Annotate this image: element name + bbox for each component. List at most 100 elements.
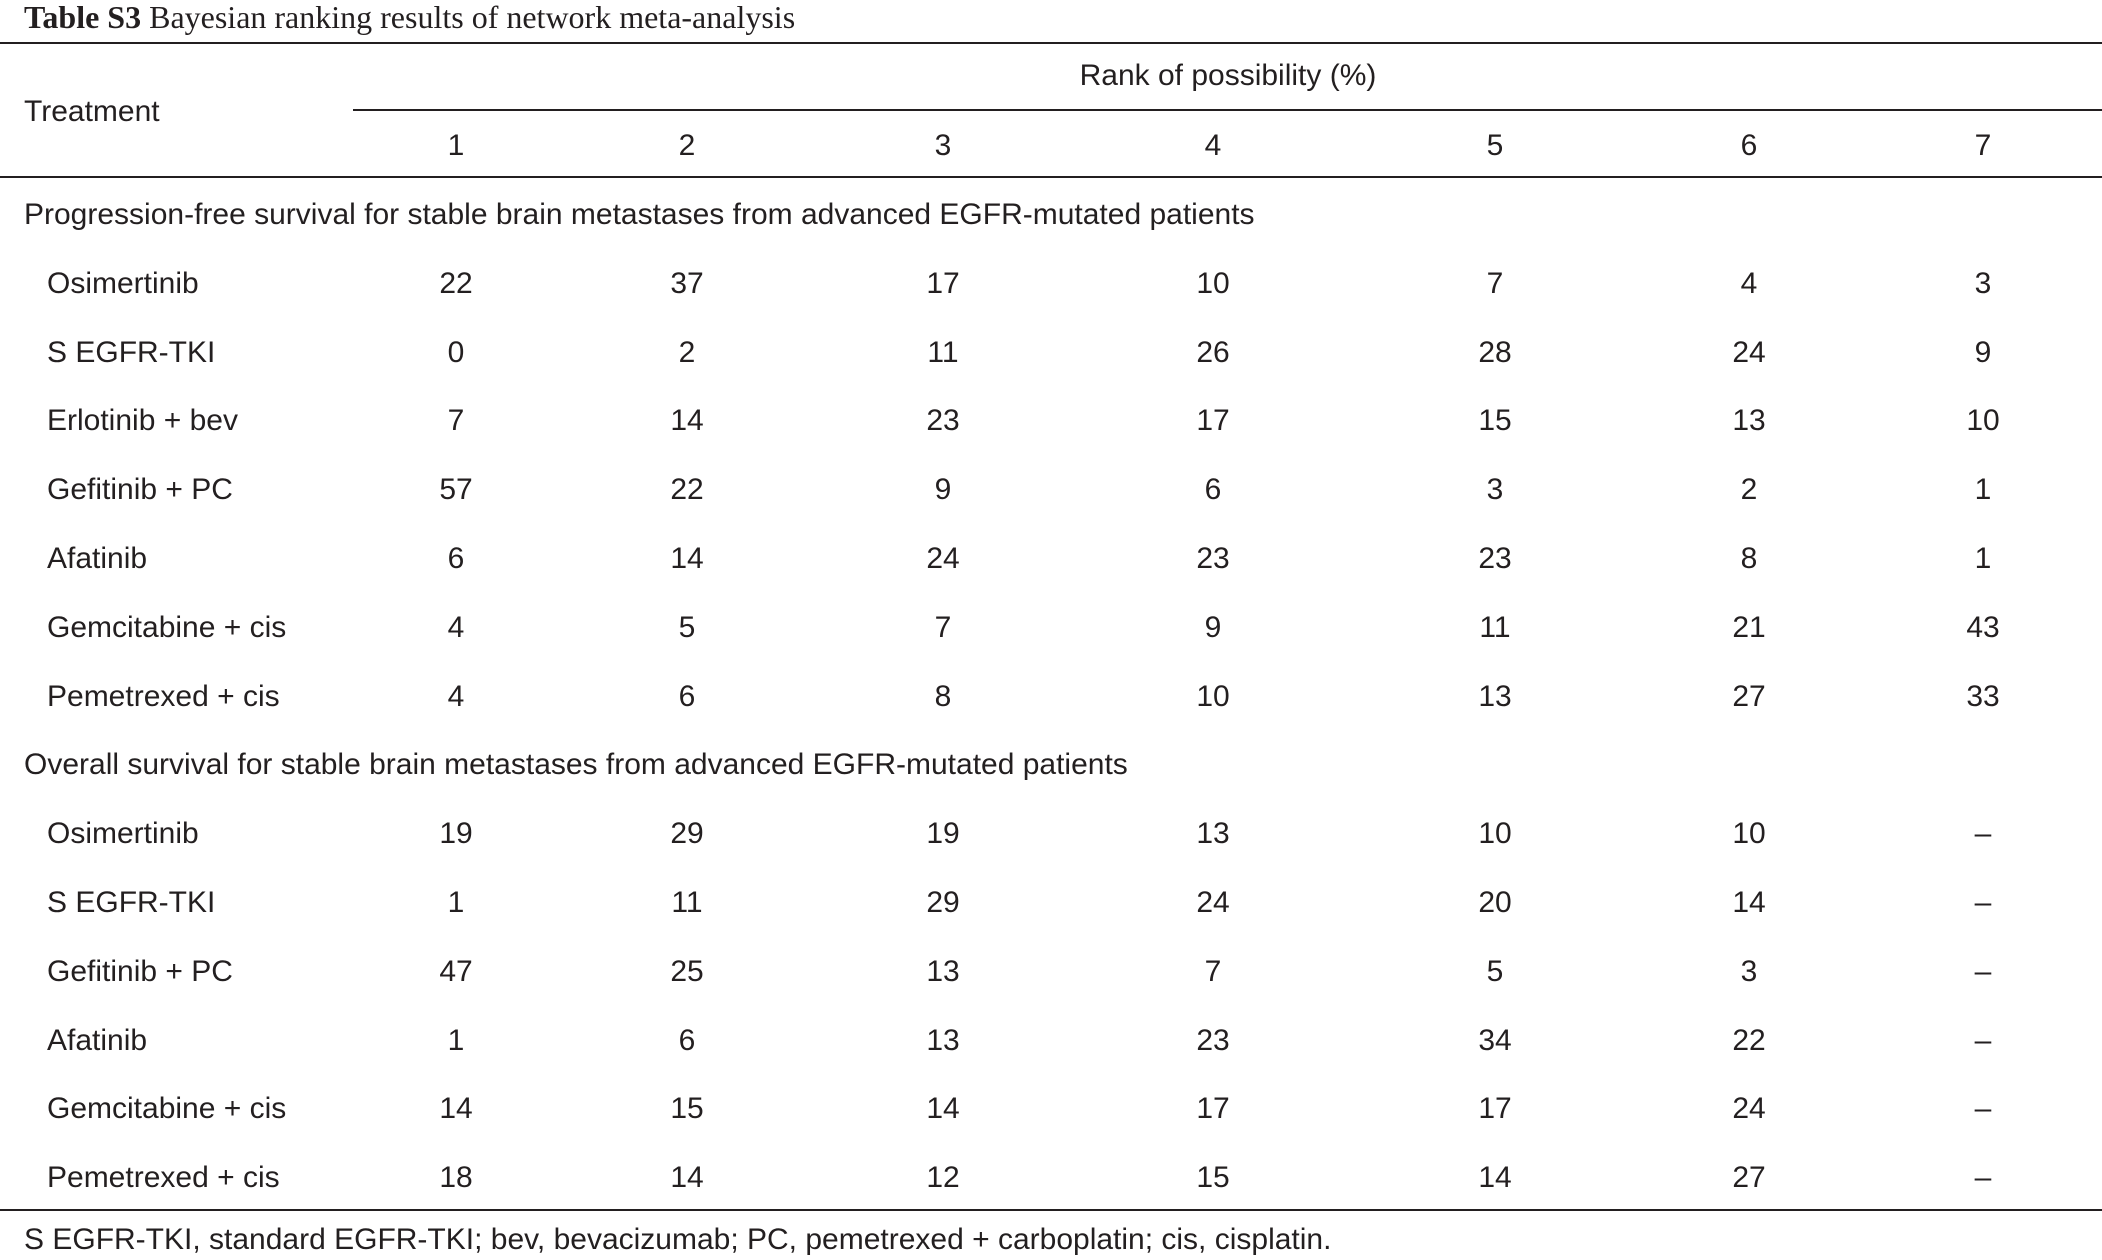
rank-value-cell: 14	[1732, 886, 1766, 919]
rank-value-cell: 14	[439, 1092, 473, 1126]
table-bottom-rule	[0, 1209, 2102, 1211]
rank-value-cell: 13	[926, 954, 960, 988]
rank-value-cell: 6	[678, 1023, 696, 1057]
rank-value-cell: 27	[1732, 1161, 1766, 1195]
rank-value-cell: 8	[1740, 542, 1758, 575]
rank-value-cell: 28	[1478, 335, 1512, 369]
rank-value-cell: 15	[1478, 404, 1512, 438]
rank-value-cell: 7	[1486, 266, 1504, 300]
rank-header-4: 4	[1204, 129, 1222, 162]
rank-header-3: 3	[934, 129, 952, 162]
rank-value-cell: –	[1974, 1161, 1992, 1195]
rank-value-cell: 24	[1732, 335, 1766, 369]
rank-value-cell: 22	[1732, 1023, 1766, 1057]
rank-header-1: 1	[447, 129, 465, 162]
rank-value-cell: 17	[1478, 1092, 1512, 1126]
rank-value-cell: 7	[934, 610, 952, 644]
rank-group-rule	[353, 109, 2102, 111]
rank-value-cell: 22	[439, 266, 473, 300]
treatment-cell: Gemcitabine + cis	[47, 610, 287, 644]
rank-value-cell: 11	[927, 335, 959, 369]
rank-header-7: 7	[1974, 129, 1992, 162]
rank-value-cell: 6	[678, 679, 696, 713]
rank-value-cell: 17	[1196, 404, 1230, 438]
rank-value-cell: 7	[1204, 954, 1222, 988]
rank-value-cell: 47	[439, 954, 473, 988]
rank-value-cell: 6	[1204, 473, 1222, 507]
rank-value-cell: 21	[1732, 610, 1766, 644]
rank-value-cell: 24	[1196, 886, 1230, 919]
rank-value-cell: 5	[678, 610, 696, 644]
treatment-cell: Osimertinib	[47, 266, 199, 300]
rank-value-cell: 2	[678, 335, 696, 369]
rank-value-cell: 33	[1966, 679, 2000, 713]
rank-value-cell: 23	[1196, 542, 1230, 575]
rank-value-cell: 13	[926, 1023, 960, 1057]
rank-value-cell: 4	[447, 610, 465, 644]
rank-value-cell: 14	[670, 404, 704, 438]
table-footnote: S EGFR-TKI, standard EGFR-TKI; bev, beva…	[24, 1223, 1332, 1256]
header-bottom-rule	[0, 176, 2102, 178]
rank-value-cell: 0	[447, 335, 465, 369]
table-caption: Table S3 Bayesian ranking results of netw…	[24, 0, 795, 36]
rank-value-cell: 19	[439, 817, 473, 851]
rank-header-6: 6	[1740, 129, 1758, 162]
rank-value-cell: 23	[926, 404, 960, 438]
rank-value-cell: 13	[1196, 817, 1230, 851]
rank-value-cell: 25	[670, 954, 704, 988]
rank-value-cell: 9	[1204, 610, 1222, 644]
table-caption-text: Bayesian ranking results of network meta…	[149, 0, 796, 35]
rank-value-cell: –	[1974, 1023, 1992, 1057]
rank-value-cell: 26	[1196, 335, 1230, 369]
rank-value-cell: –	[1974, 886, 1992, 919]
treatment-cell: Afatinib	[47, 1023, 148, 1057]
rank-value-cell: 15	[670, 1092, 704, 1126]
rank-value-cell: 23	[1196, 1023, 1230, 1057]
rank-value-cell: 34	[1478, 1023, 1512, 1057]
rank-header-2: 2	[678, 129, 696, 162]
rank-value-cell: 17	[926, 266, 960, 300]
rank-value-cell: 10	[1196, 266, 1230, 300]
rank-value-cell: 19	[926, 817, 960, 851]
rank-value-cell: 3	[1974, 266, 1992, 300]
rank-value-cell: 24	[926, 542, 960, 575]
rank-value-cell: 22	[670, 473, 704, 507]
rank-value-cell: 10	[1478, 817, 1512, 851]
rank-group-header: Rank of possibility (%)	[1079, 59, 1377, 92]
rank-value-cell: 1	[1974, 542, 1992, 575]
treatment-cell: S EGFR-TKI	[47, 335, 216, 369]
rank-value-cell: 15	[1196, 1161, 1230, 1195]
rank-value-cell: 3	[1740, 954, 1758, 988]
rank-value-cell: 2	[1740, 473, 1758, 507]
rank-value-cell: 10	[1966, 404, 2000, 438]
rank-value-cell: 14	[670, 542, 704, 575]
rank-value-cell: 12	[926, 1161, 960, 1195]
section-title: Progression-free survival for stable bra…	[24, 198, 1255, 231]
treatment-cell: Pemetrexed + cis	[47, 679, 280, 713]
table-caption-label: Table S3	[24, 0, 142, 35]
rank-value-cell: 14	[1478, 1161, 1512, 1195]
rank-value-cell: 18	[439, 1161, 473, 1195]
rank-value-cell: –	[1974, 1092, 1992, 1126]
rank-value-cell: 11	[1479, 610, 1511, 644]
rank-value-cell: 11	[671, 886, 703, 919]
treatment-cell: Gefitinib + PC	[47, 473, 233, 507]
rank-value-cell: 1	[1974, 473, 1992, 507]
treatment-cell: Pemetrexed + cis	[47, 1161, 280, 1195]
rank-value-cell: 29	[926, 886, 960, 919]
section-title: Overall survival for stable brain metast…	[24, 748, 1128, 782]
rank-value-cell: 13	[1478, 679, 1512, 713]
rank-value-cell: 20	[1478, 886, 1512, 919]
table-top-rule	[0, 42, 2102, 44]
rank-value-cell: –	[1974, 954, 1992, 988]
rank-value-cell: 14	[926, 1092, 960, 1126]
treatment-cell: Osimertinib	[47, 817, 199, 851]
rank-value-cell: 4	[447, 679, 465, 713]
rank-value-cell: 10	[1732, 817, 1766, 851]
rank-value-cell: 3	[1486, 473, 1504, 507]
rank-value-cell: 4	[1740, 266, 1758, 300]
treatment-cell: Erlotinib + bev	[47, 404, 238, 438]
rank-value-cell: 17	[1196, 1092, 1230, 1126]
rank-value-cell: –	[1974, 817, 1992, 851]
